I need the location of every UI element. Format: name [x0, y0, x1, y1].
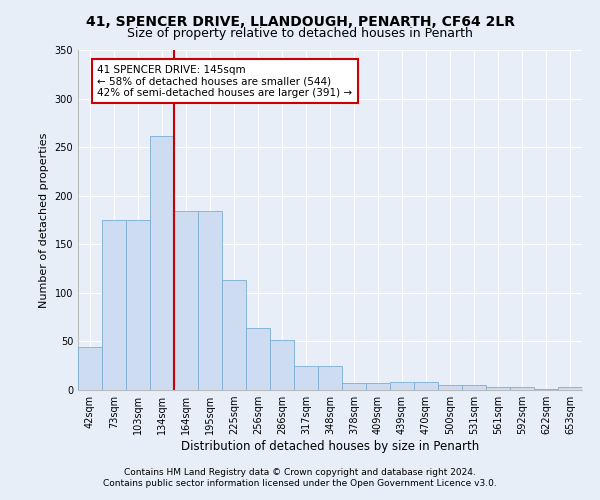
Text: 41, SPENCER DRIVE, LLANDOUGH, PENARTH, CF64 2LR: 41, SPENCER DRIVE, LLANDOUGH, PENARTH, C…	[86, 15, 515, 29]
Bar	[438, 385, 462, 390]
Bar	[486, 387, 510, 390]
Bar	[78, 348, 102, 390]
Bar	[222, 280, 246, 390]
Bar	[510, 387, 534, 390]
X-axis label: Distribution of detached houses by size in Penarth: Distribution of detached houses by size …	[181, 440, 479, 453]
Bar	[462, 385, 486, 390]
Bar	[534, 389, 558, 390]
Bar	[390, 382, 414, 390]
Bar	[414, 382, 438, 390]
Bar	[318, 366, 342, 390]
Y-axis label: Number of detached properties: Number of detached properties	[39, 132, 49, 308]
Bar	[174, 212, 198, 390]
Bar	[270, 340, 294, 390]
Bar	[150, 136, 174, 390]
Text: 41 SPENCER DRIVE: 145sqm
← 58% of detached houses are smaller (544)
42% of semi-: 41 SPENCER DRIVE: 145sqm ← 58% of detach…	[97, 64, 352, 98]
Bar	[558, 387, 582, 390]
Bar	[366, 383, 390, 390]
Text: Size of property relative to detached houses in Penarth: Size of property relative to detached ho…	[127, 28, 473, 40]
Bar	[294, 366, 318, 390]
Bar	[198, 212, 222, 390]
Bar	[102, 220, 126, 390]
Bar	[246, 328, 270, 390]
Bar	[126, 220, 150, 390]
Bar	[342, 383, 366, 390]
Text: Contains HM Land Registry data © Crown copyright and database right 2024.
Contai: Contains HM Land Registry data © Crown c…	[103, 468, 497, 487]
